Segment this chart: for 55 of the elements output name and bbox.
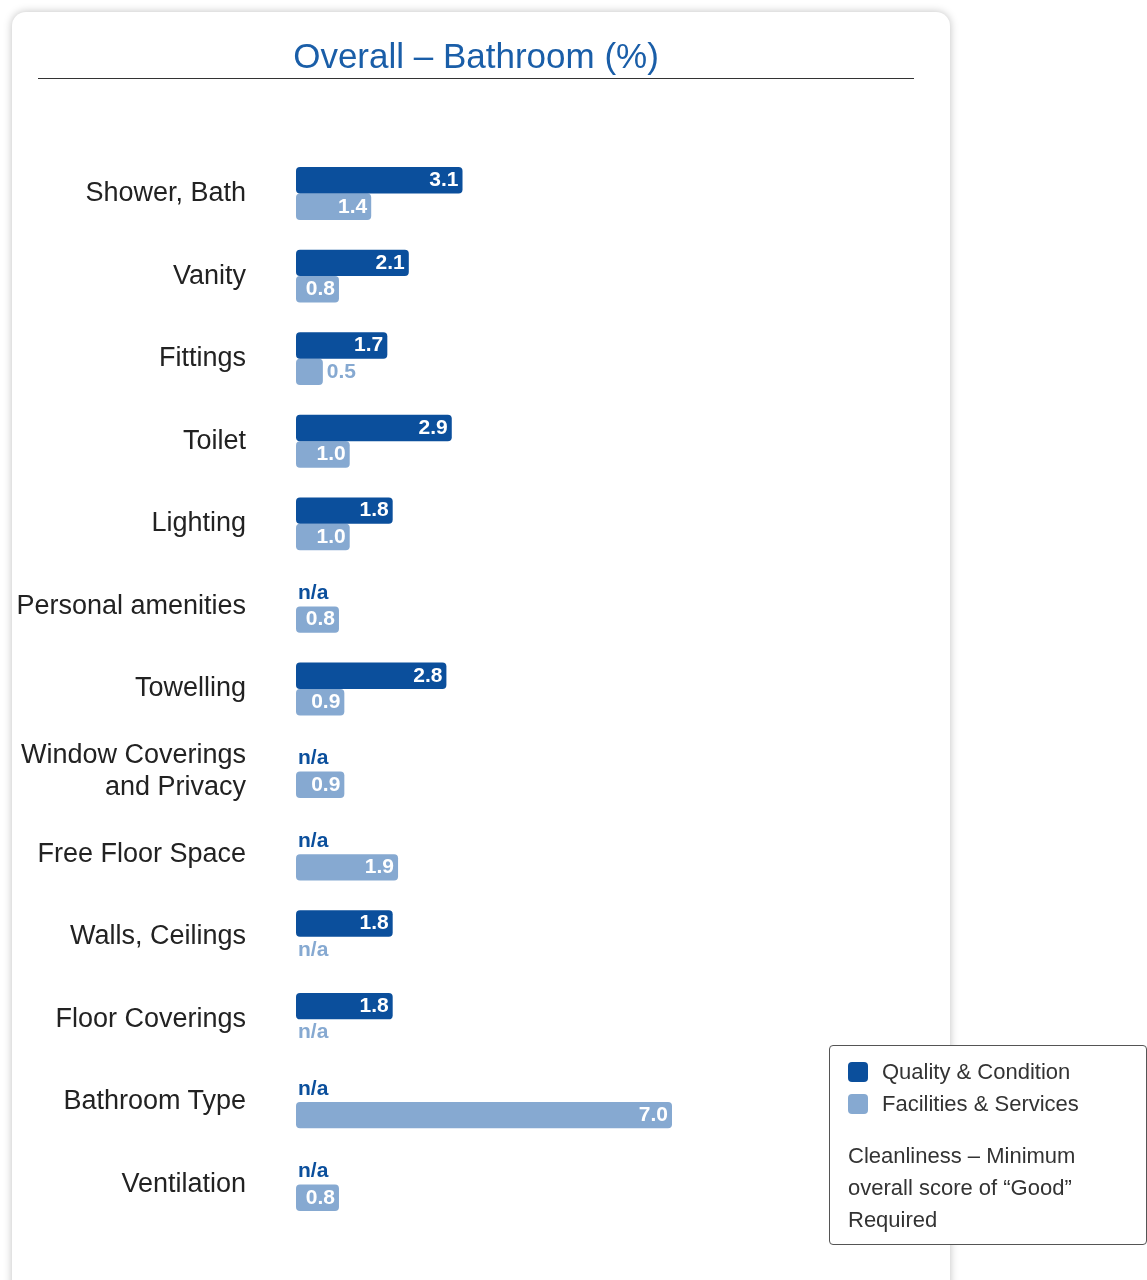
data-label: 1.8 (359, 497, 389, 521)
legend-label: Facilities & Services (882, 1091, 1079, 1117)
bar (296, 992, 393, 1020)
text: n/a (298, 936, 329, 960)
data-label: 7.0 (638, 1101, 668, 1125)
bar (296, 358, 323, 386)
bar (296, 332, 388, 359)
data-label: 1.7 (354, 332, 384, 356)
bar (296, 167, 463, 194)
data-label: 0.5 (326, 358, 357, 382)
bar (296, 1101, 672, 1129)
y-tick-label: Bathroom Type (63, 1085, 246, 1116)
y-tick-label: Ventilation (121, 1167, 246, 1198)
y-tick-label: Free Floor Space (37, 837, 246, 868)
data-label: 2.9 (418, 414, 448, 438)
data-label: 1.8 (359, 992, 389, 1016)
data-label: 0.9 (311, 771, 341, 795)
text: n/a (298, 580, 329, 603)
bar (296, 249, 409, 277)
chart-title: Overall – Bathroom (%) (38, 36, 914, 79)
data-label: 0.8 (305, 606, 336, 630)
data-label: 0.9 (311, 689, 341, 713)
data-label: 3.1 (429, 167, 459, 191)
data-label: 1.4 (338, 193, 368, 217)
bar (296, 854, 399, 881)
y-tick-label: Toilet (182, 424, 247, 455)
data-label: 1.0 (316, 441, 346, 465)
bar (296, 414, 452, 442)
data-label: 0.8 (305, 1184, 336, 1208)
data-label: 1.8 (359, 910, 389, 934)
y-tick-label: Window Coverings and Privacy (20, 738, 247, 802)
bar (296, 497, 393, 524)
text: n/a (298, 745, 329, 769)
y-tick-label: Floor Coverings (55, 1002, 246, 1033)
y-tick-label: Lighting (151, 507, 246, 538)
text: n/a (298, 1075, 329, 1099)
y-tick-label: Fittings (158, 342, 246, 373)
bar (296, 662, 447, 689)
text: n/a (298, 1158, 329, 1182)
y-tick-label: Walls, Ceilings (69, 920, 246, 951)
bar (296, 910, 393, 937)
y-tick-label: Shower, Bath (85, 176, 246, 207)
text: Cleanliness – Minimum overall score of “Good” Required (848, 1142, 1077, 1234)
data-label: 1.9 (364, 854, 395, 878)
text: n/a (298, 827, 329, 851)
legend-label: Quality & Condition (882, 1059, 1071, 1085)
y-tick-label: Vanity (172, 259, 247, 290)
data-label: 2.1 (375, 249, 406, 273)
data-label: 1.0 (316, 523, 346, 547)
text: n/a (298, 1019, 329, 1043)
y-tick-label: Towelling (134, 672, 246, 703)
data-label: 2.8 (413, 662, 443, 686)
data-label: 0.8 (305, 276, 336, 300)
bar (296, 193, 372, 220)
y-tick-label: Personal amenities (16, 589, 246, 620)
